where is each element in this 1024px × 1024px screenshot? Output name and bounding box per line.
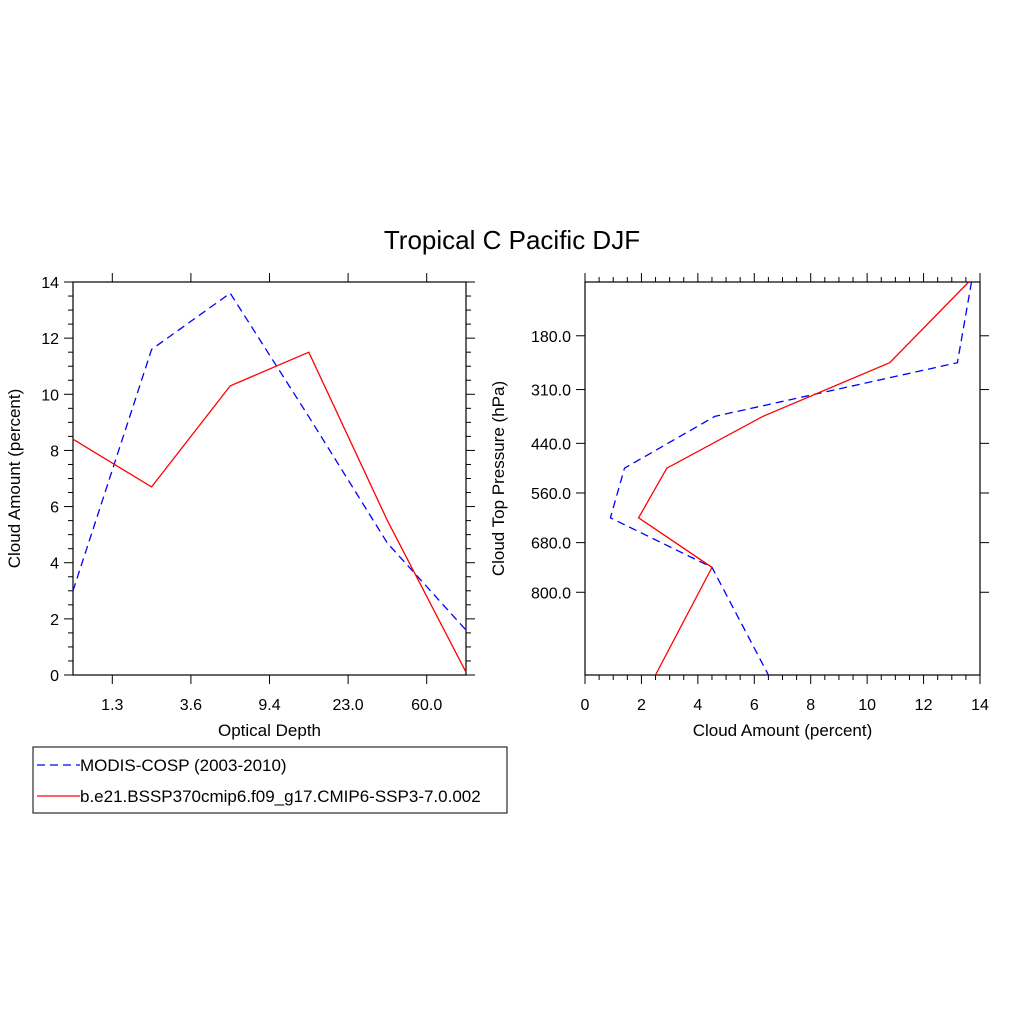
left-y-tick-label: 4: [50, 556, 59, 573]
legend-label-modis: MODIS-COSP (2003-2010): [80, 756, 287, 775]
right-x-tick-label: 10: [858, 697, 876, 714]
left-x-axis-label: Optical Depth: [218, 721, 321, 740]
right-y-tick-label: 800.0: [531, 585, 571, 602]
left-y-tick-label: 10: [41, 387, 59, 404]
pressure-profile-panel: 0 2 4 6 8 10 12 14 180.0 310.0 440.0 560.0 680.0 800.…: [489, 273, 989, 740]
right-y-tick-label: 560.0: [531, 486, 571, 503]
right-y-tick-label: 680.0: [531, 536, 571, 553]
left-series-modis-line: [72, 292, 467, 631]
left-y-tick-label: 2: [50, 612, 59, 629]
legend-box: [32, 746, 508, 814]
right-x-tick-label: 8: [806, 697, 815, 714]
right-series-model-line: [637, 281, 970, 676]
left-y-tick-label: 8: [50, 443, 59, 460]
right-series-modis-line: [609, 281, 973, 676]
left-x-tick-label: 1.3: [101, 697, 123, 714]
right-x-tick-label: 4: [693, 697, 702, 714]
right-x-tick-label: 2: [637, 697, 646, 714]
right-x-tick-label: 6: [750, 697, 759, 714]
left-y-tick-label: 6: [50, 500, 59, 517]
legend: MODIS-COSP (2003-2010) b.e21.BSSP370cmip…: [32, 746, 508, 814]
right-y-tick-label: 310.0: [531, 383, 571, 400]
right-y-axis-label: Cloud Top Pressure (hPa): [489, 381, 508, 576]
left-y-axis-label: Cloud Amount (percent): [5, 389, 24, 569]
right-x-tick-label: 12: [915, 697, 933, 714]
left-x-tick-label: 23.0: [333, 697, 364, 714]
left-x-tick-label: 3.6: [180, 697, 202, 714]
left-y-tick-label: 12: [41, 331, 59, 348]
right-y-tick-label: 440.0: [531, 436, 571, 453]
right-plot-frame: [584, 281, 981, 676]
right-x-tick-label: 14: [971, 697, 989, 714]
left-y-tick-label: 14: [41, 275, 59, 292]
right-y-tick-label: 180.0: [531, 329, 571, 346]
figure-title: Tropical C Pacific DJF: [384, 225, 640, 255]
left-plot-frame: [72, 281, 467, 676]
right-x-tick-label: 0: [581, 697, 590, 714]
left-x-tick-label: 9.4: [258, 697, 280, 714]
left-y-tick-label: 0: [50, 668, 59, 685]
right-x-axis-label: Cloud Amount (percent): [693, 721, 873, 740]
optical-depth-panel: 0 2 4 6 8 10 12 14 1.3 3.6 9.4 23.0 60.0 Optical Dept…: [5, 273, 475, 740]
left-series-model-line: [72, 351, 467, 673]
left-x-tick-label: 60.0: [411, 697, 442, 714]
legend-label-model: b.e21.BSSP370cmip6.f09_g17.CMIP6-SSP3-7.…: [80, 787, 481, 806]
